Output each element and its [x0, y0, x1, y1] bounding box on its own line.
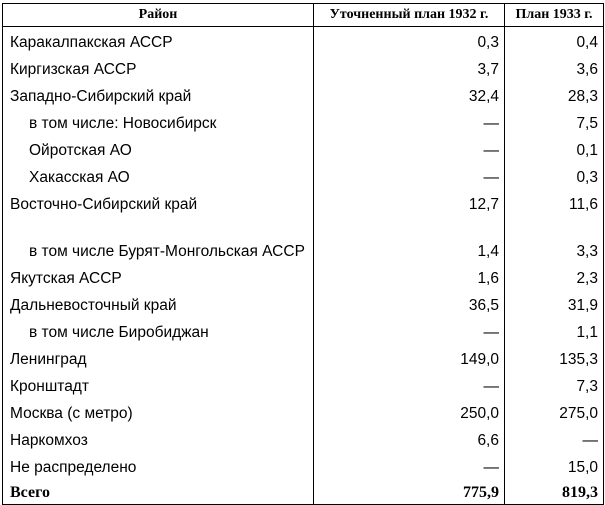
- plan-1933-cell: —: [504, 425, 604, 452]
- region-cell: Каракалпакская АССР: [2, 26, 314, 54]
- region-cell: Хакасская АО: [2, 162, 314, 189]
- plan-1933-cell: 31,9: [504, 290, 604, 317]
- plan-1932-cell: —: [313, 317, 505, 344]
- plan-1932-cell: 0,3: [313, 26, 505, 54]
- table-row: в том числе Бурят-Монгольская АССР 1,4 3,3: [2, 216, 604, 263]
- header-plan-1933: План 1933 г.: [504, 3, 604, 27]
- header-region: Район: [2, 3, 314, 27]
- plan-1933-cell: 3,3: [504, 216, 604, 263]
- table-row: Западно-Сибирский край 32,4 28,3: [2, 81, 604, 108]
- table-row: Не распределено —15,0: [2, 452, 604, 479]
- table-row: Хакасская АО —0,3: [2, 162, 604, 189]
- region-cell: Восточно-Сибирский край: [2, 189, 314, 216]
- plan-1933-cell: 135,3: [504, 344, 604, 371]
- total-row: Всего 775,9 819,3: [2, 479, 604, 505]
- region-cell: Москва (с метро): [2, 398, 314, 425]
- plan-1933-cell: 0,3: [504, 162, 604, 189]
- region-cell: Ойротская АО: [2, 135, 314, 162]
- plan-1932-cell: 36,5: [313, 290, 505, 317]
- table-row: Киргизская АССР 3,7 3,6: [2, 54, 604, 81]
- table-row: Ленинград 149,0 135,3: [2, 344, 604, 371]
- plan-1933-cell: 0,1: [504, 135, 604, 162]
- region-cell: в том числе: Новосибирск: [2, 108, 314, 135]
- plan-1932-cell: 32,4: [313, 81, 505, 108]
- table-body: Каракалпакская АССР 0,3 0,4 Киргизская АССР…: [2, 26, 604, 505]
- total-region-cell: Всего: [2, 479, 314, 505]
- table-row: в том числе Биробиджан —1,1: [2, 317, 604, 344]
- table-row: Якутская АССР 1,6 2,3: [2, 263, 604, 290]
- plan-1932-cell: —: [313, 162, 505, 189]
- region-cell: Дальневосточный край: [2, 290, 314, 317]
- plan-1933-cell: 28,3: [504, 81, 604, 108]
- table-row: Москва (с метро) 250,0 275,0: [2, 398, 604, 425]
- plan-1933-cell: 15,0: [504, 452, 604, 479]
- plan-1933-cell: 2,3: [504, 263, 604, 290]
- region-cell: в том числе Бурят-Монгольская АССР: [2, 216, 314, 263]
- region-cell: Киргизская АССР: [2, 54, 314, 81]
- plan-1932-cell: 3,7: [313, 54, 505, 81]
- table-row: Восточно-Сибирский край 12,7 11,6: [2, 189, 604, 216]
- table-header: Район Уточненный план 1932 г. План 1933 …: [2, 3, 604, 27]
- plan-1932-cell: 250,0: [313, 398, 505, 425]
- plan-1932-cell: 12,7: [313, 189, 505, 216]
- plan-1932-cell: —: [313, 108, 505, 135]
- plan-1933-cell: 7,3: [504, 371, 604, 398]
- header-row: Район Уточненный план 1932 г. План 1933 …: [2, 3, 604, 27]
- plan-1933-cell: 11,6: [504, 189, 604, 216]
- table-row: Ойротская АО —0,1: [2, 135, 604, 162]
- region-cell: Ленинград: [2, 344, 314, 371]
- plan-1932-cell: 1,6: [313, 263, 505, 290]
- region-cell: Не распределено: [2, 452, 314, 479]
- region-cell: Якутская АССР: [2, 263, 314, 290]
- table-row: Дальневосточный край 36,5 31,9: [2, 290, 604, 317]
- header-plan-1932: Уточненный план 1932 г.: [313, 3, 505, 27]
- plan-1932-cell: —: [313, 135, 505, 162]
- total-plan-1932-cell: 775,9: [313, 479, 505, 505]
- region-cell: Кронштадт: [2, 371, 314, 398]
- region-cell: Наркомхоз: [2, 425, 314, 452]
- plan-1932-cell: —: [313, 452, 505, 479]
- table-row: в том числе: Новосибирск —7,5: [2, 108, 604, 135]
- plan-1933-cell: 7,5: [504, 108, 604, 135]
- plan-1932-cell: 149,0: [313, 344, 505, 371]
- plan-1932-cell: 6,6: [313, 425, 505, 452]
- data-table: Район Уточненный план 1932 г. План 1933 …: [2, 3, 604, 505]
- plan-1933-cell: 275,0: [504, 398, 604, 425]
- plan-1933-cell: 0,4: [504, 26, 604, 54]
- table-row: Каракалпакская АССР 0,3 0,4: [2, 26, 604, 54]
- region-cell: Западно-Сибирский край: [2, 81, 314, 108]
- table-row: Наркомхоз 6,6—: [2, 425, 604, 452]
- plan-1933-cell: 3,6: [504, 54, 604, 81]
- region-cell: в том числе Биробиджан: [2, 317, 314, 344]
- plan-1932-cell: 1,4: [313, 216, 505, 263]
- plan-1932-cell: —: [313, 371, 505, 398]
- plan-1933-cell: 1,1: [504, 317, 604, 344]
- total-plan-1933-cell: 819,3: [504, 479, 604, 505]
- table-row: Кронштадт —7,3: [2, 371, 604, 398]
